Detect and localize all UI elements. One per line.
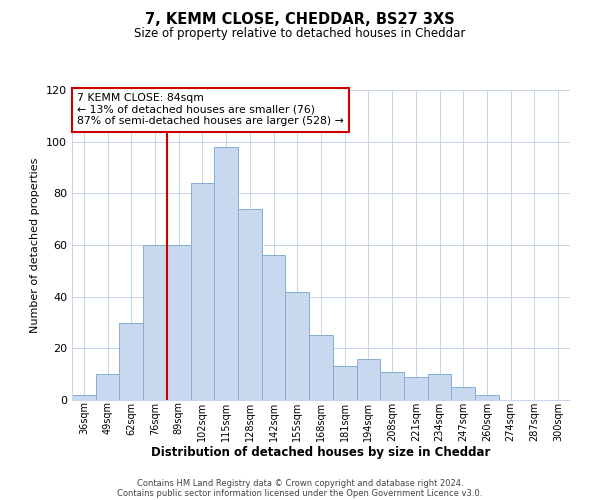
Bar	[428, 374, 451, 400]
Text: Size of property relative to detached houses in Cheddar: Size of property relative to detached ho…	[134, 28, 466, 40]
Bar	[214, 147, 238, 400]
Bar	[356, 358, 380, 400]
Text: Contains HM Land Registry data © Crown copyright and database right 2024.: Contains HM Land Registry data © Crown c…	[137, 478, 463, 488]
Bar	[119, 322, 143, 400]
Bar	[96, 374, 119, 400]
Bar	[143, 245, 167, 400]
Bar	[309, 336, 333, 400]
Bar	[262, 256, 286, 400]
Bar	[380, 372, 404, 400]
Bar	[72, 395, 96, 400]
Bar	[451, 387, 475, 400]
Bar	[475, 395, 499, 400]
Text: Contains public sector information licensed under the Open Government Licence v3: Contains public sector information licen…	[118, 488, 482, 498]
Bar	[191, 183, 214, 400]
Text: 7, KEMM CLOSE, CHEDDAR, BS27 3XS: 7, KEMM CLOSE, CHEDDAR, BS27 3XS	[145, 12, 455, 28]
Bar	[333, 366, 356, 400]
Y-axis label: Number of detached properties: Number of detached properties	[31, 158, 40, 332]
Bar	[167, 245, 191, 400]
Bar	[404, 377, 428, 400]
X-axis label: Distribution of detached houses by size in Cheddar: Distribution of detached houses by size …	[151, 446, 491, 460]
Text: 7 KEMM CLOSE: 84sqm
← 13% of detached houses are smaller (76)
87% of semi-detach: 7 KEMM CLOSE: 84sqm ← 13% of detached ho…	[77, 93, 344, 126]
Bar	[238, 209, 262, 400]
Bar	[286, 292, 309, 400]
